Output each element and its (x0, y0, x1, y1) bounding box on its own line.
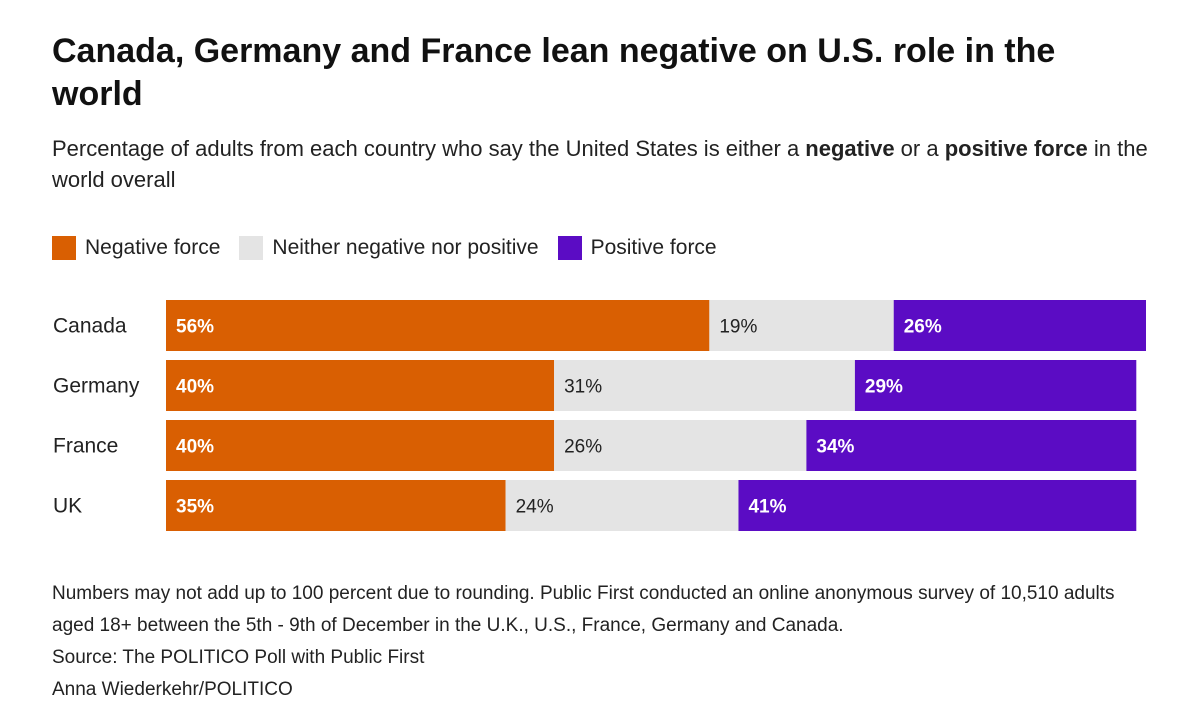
stacked-bar-chart: Canada 56% 19% 26% Germany 40% 31% 29% France 40%… (53, 300, 1146, 531)
legend-label-negative: Negative force (85, 236, 221, 259)
source-note: Source: The POLITICO Poll with Public Fi… (52, 647, 425, 668)
bar-neither-uk (505, 480, 739, 531)
chart-notes: Numbers may not add up to 100 percent du… (52, 578, 1162, 706)
methodology-note: Numbers may not add up to 100 percent du… (52, 583, 1115, 636)
credit-note: Anna Wiederkehr/POLITICO (52, 679, 293, 700)
bar-positive-france (806, 420, 1137, 471)
bar-negative-canada (166, 300, 710, 351)
value-label-positive-germany: 29% (865, 377, 903, 398)
value-label-neither-france: 26% (564, 437, 602, 458)
category-label-uk: UK (53, 495, 82, 518)
legend-label-neither: Neither negative nor positive (272, 236, 539, 259)
chart-subtitle: Percentage of adults from each country w… (52, 133, 1152, 195)
value-label-neither-germany: 31% (564, 377, 602, 398)
category-label-canada: Canada (53, 315, 127, 338)
chart-title: Canada, Germany and France lean negative… (52, 32, 1056, 113)
bar-negative-uk (166, 480, 506, 531)
subtitle-text-2: or a (894, 136, 945, 161)
value-label-positive-france: 34% (816, 437, 854, 458)
value-label-negative-germany: 40% (176, 377, 214, 398)
bar-neither-france (554, 420, 807, 471)
subtitle-text-1: Percentage of adults from each country w… (52, 136, 806, 161)
category-label-germany: Germany (53, 375, 140, 398)
legend-item-negative: Negative force (52, 236, 220, 260)
subtitle-text-3: in the world overall (52, 136, 1148, 192)
category-label-france: France (53, 435, 118, 458)
bar-positive-germany (854, 360, 1137, 411)
chart-legend: Negative force Neither negative nor posi… (52, 234, 736, 262)
legend-label-positive: Positive force (590, 236, 717, 259)
value-label-positive-uk: 41% (748, 497, 786, 518)
legend-swatch-positive (557, 236, 582, 260)
bar-neither-germany (554, 360, 855, 411)
value-label-neither-canada: 19% (719, 317, 757, 338)
bar-negative-germany (166, 360, 555, 411)
value-label-negative-uk: 35% (176, 497, 214, 518)
subtitle-bold-positive: positive force (944, 136, 1088, 161)
subtitle-bold-negative: negative (805, 136, 895, 161)
legend-swatch-neither (239, 236, 264, 260)
legend-item-positive: Positive force (557, 236, 717, 260)
legend-item-neither: Neither negative nor positive (239, 236, 539, 260)
bar-positive-canada (893, 300, 1146, 351)
bar-negative-france (166, 420, 555, 471)
value-label-positive-canada: 26% (904, 317, 942, 338)
value-label-negative-canada: 56% (176, 317, 214, 338)
value-label-negative-france: 40% (176, 437, 214, 458)
bar-positive-uk (738, 480, 1137, 531)
legend-swatch-negative (52, 236, 76, 260)
value-label-neither-uk: 24% (516, 497, 554, 518)
bar-neither-canada (709, 300, 894, 351)
